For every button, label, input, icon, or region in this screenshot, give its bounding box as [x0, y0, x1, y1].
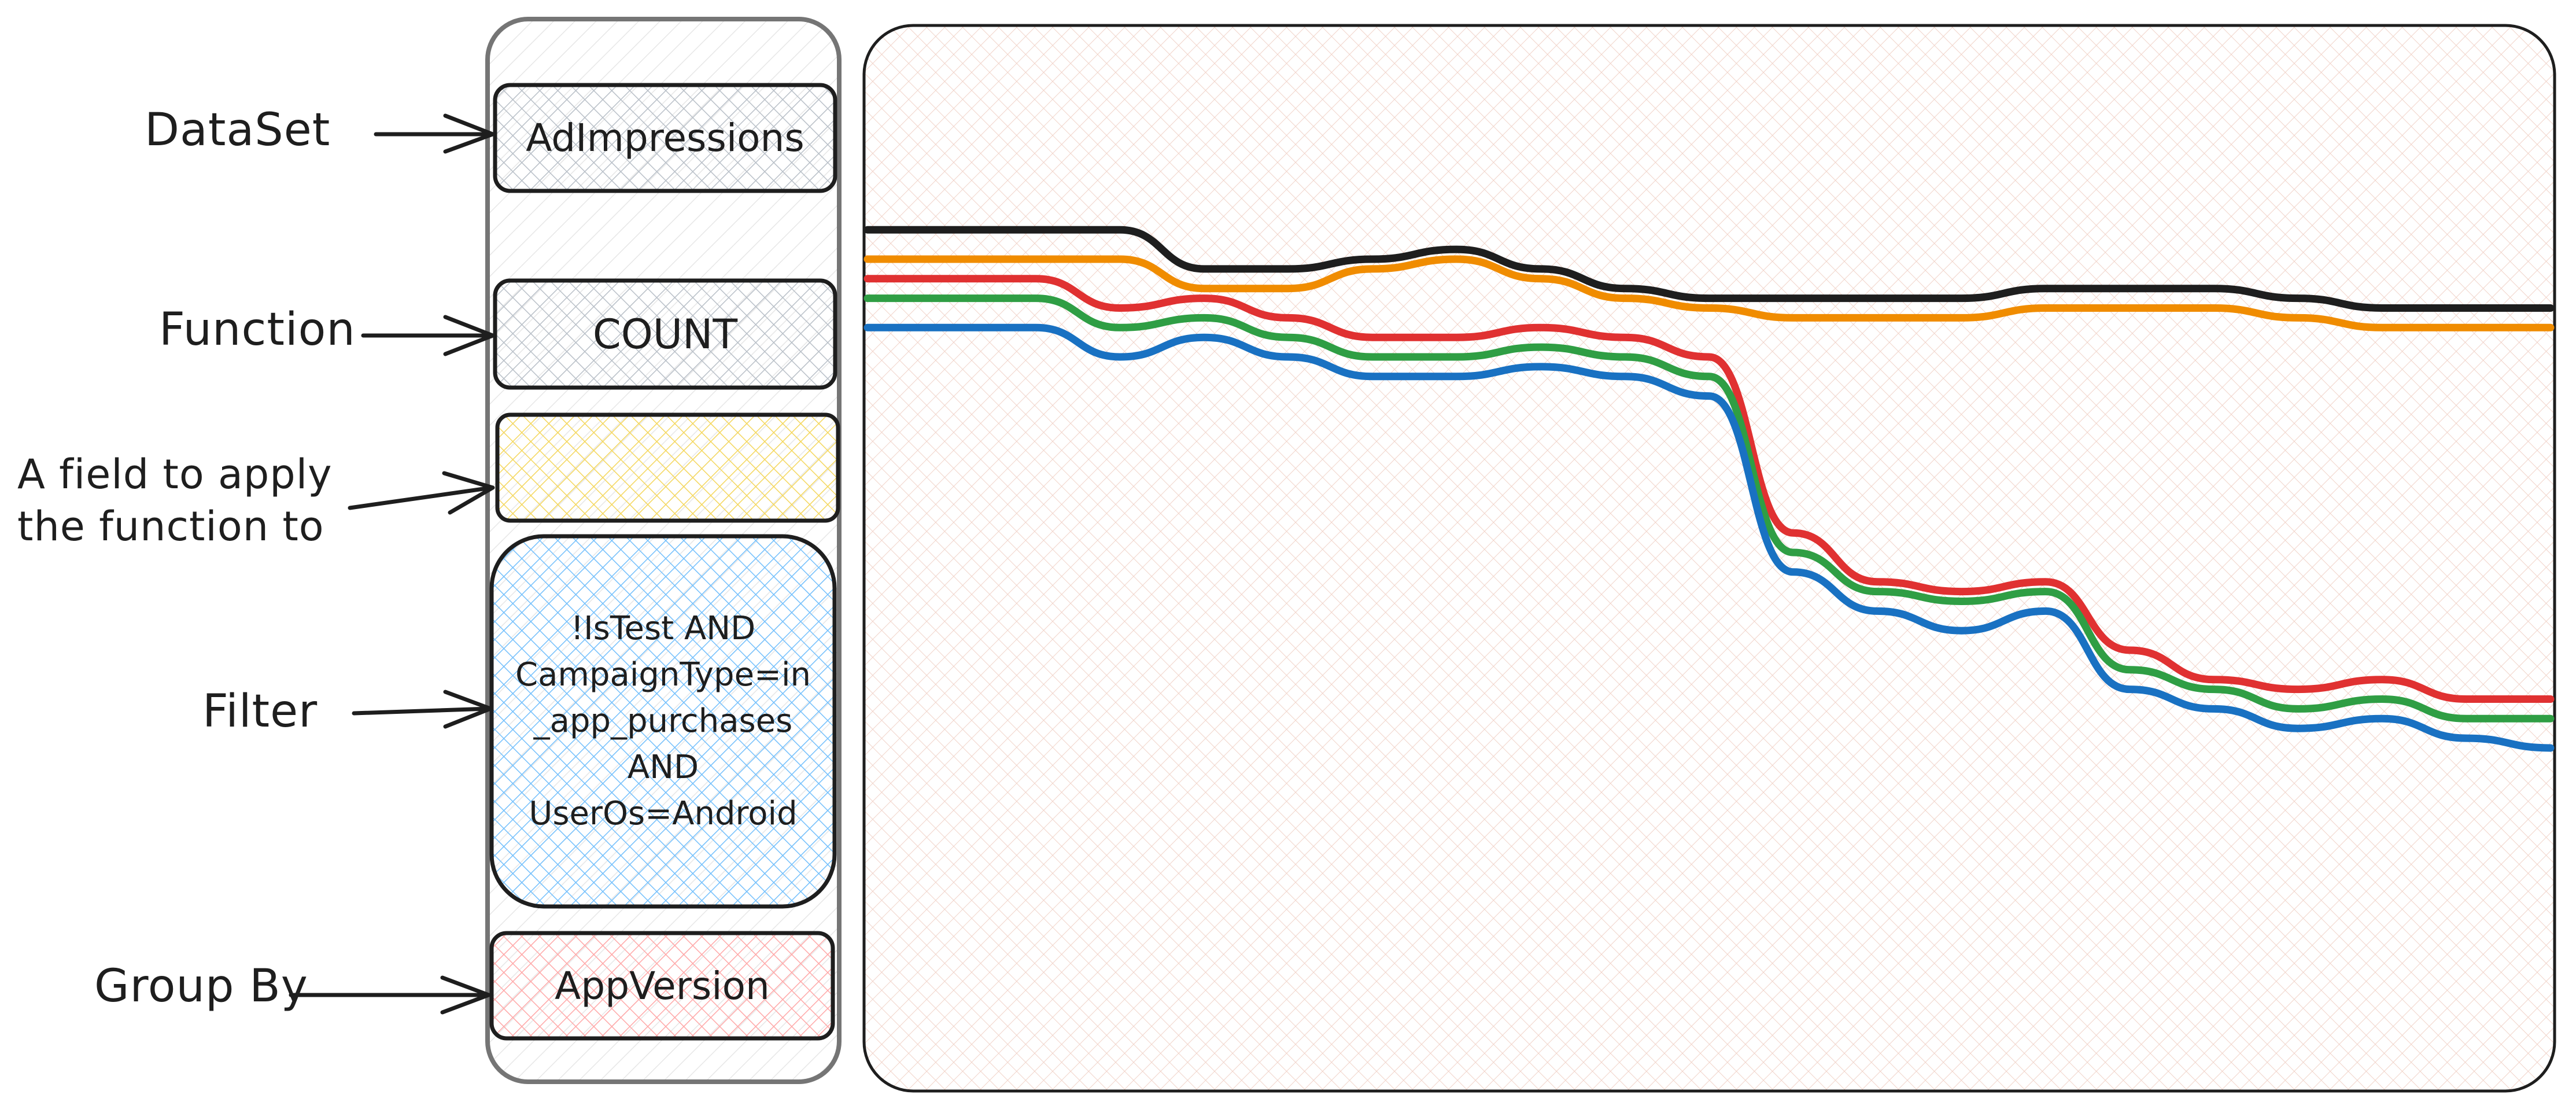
- filter-line-4: AND: [627, 749, 699, 786]
- filter-arrow: [352, 690, 493, 729]
- function-value: COUNT: [592, 310, 738, 358]
- series-line-blue: [863, 323, 2555, 752]
- series-line-orange: [863, 255, 2555, 331]
- field-value[interactable]: [497, 415, 838, 521]
- series-line-black: [863, 226, 2555, 312]
- filter-box[interactable]: [489, 534, 837, 909]
- group-by-label: Group By: [94, 960, 308, 1012]
- field-box[interactable]: [495, 412, 840, 523]
- dataset-label: DataSet: [145, 104, 331, 156]
- function-label: Function: [159, 304, 356, 356]
- chart-series-group: [863, 226, 2555, 752]
- series-line-red: [863, 275, 2555, 703]
- group-by-box[interactable]: [489, 931, 835, 1041]
- dataset-value: AdImpressions: [526, 116, 804, 160]
- dataset-box[interactable]: [493, 83, 837, 193]
- group-by-arrow: [289, 975, 491, 1015]
- filter-value: !IsTest AND CampaignType=in _app_purchas…: [492, 536, 835, 906]
- filter-line-1: !IsTest AND: [570, 610, 756, 647]
- group-by-value: AppVersion: [555, 963, 770, 1008]
- function-arrow: [361, 315, 495, 356]
- function-box[interactable]: [493, 278, 837, 390]
- filter-line-3: _app_purchases: [533, 702, 793, 740]
- field-label-line-1: A field to apply: [17, 451, 333, 498]
- field-arrow: [348, 471, 495, 515]
- field-label-line-2: the function to: [17, 503, 324, 550]
- filter-line-5: UserOs=Android: [529, 795, 798, 832]
- filter-line-2: CampaignType=in: [515, 656, 811, 694]
- dataset-arrow: [374, 113, 495, 154]
- series-line-green: [863, 294, 2555, 723]
- chart-panel: [862, 24, 2556, 1093]
- field-label: A field to apply the function to: [17, 448, 364, 552]
- filter-label: Filter: [202, 686, 318, 738]
